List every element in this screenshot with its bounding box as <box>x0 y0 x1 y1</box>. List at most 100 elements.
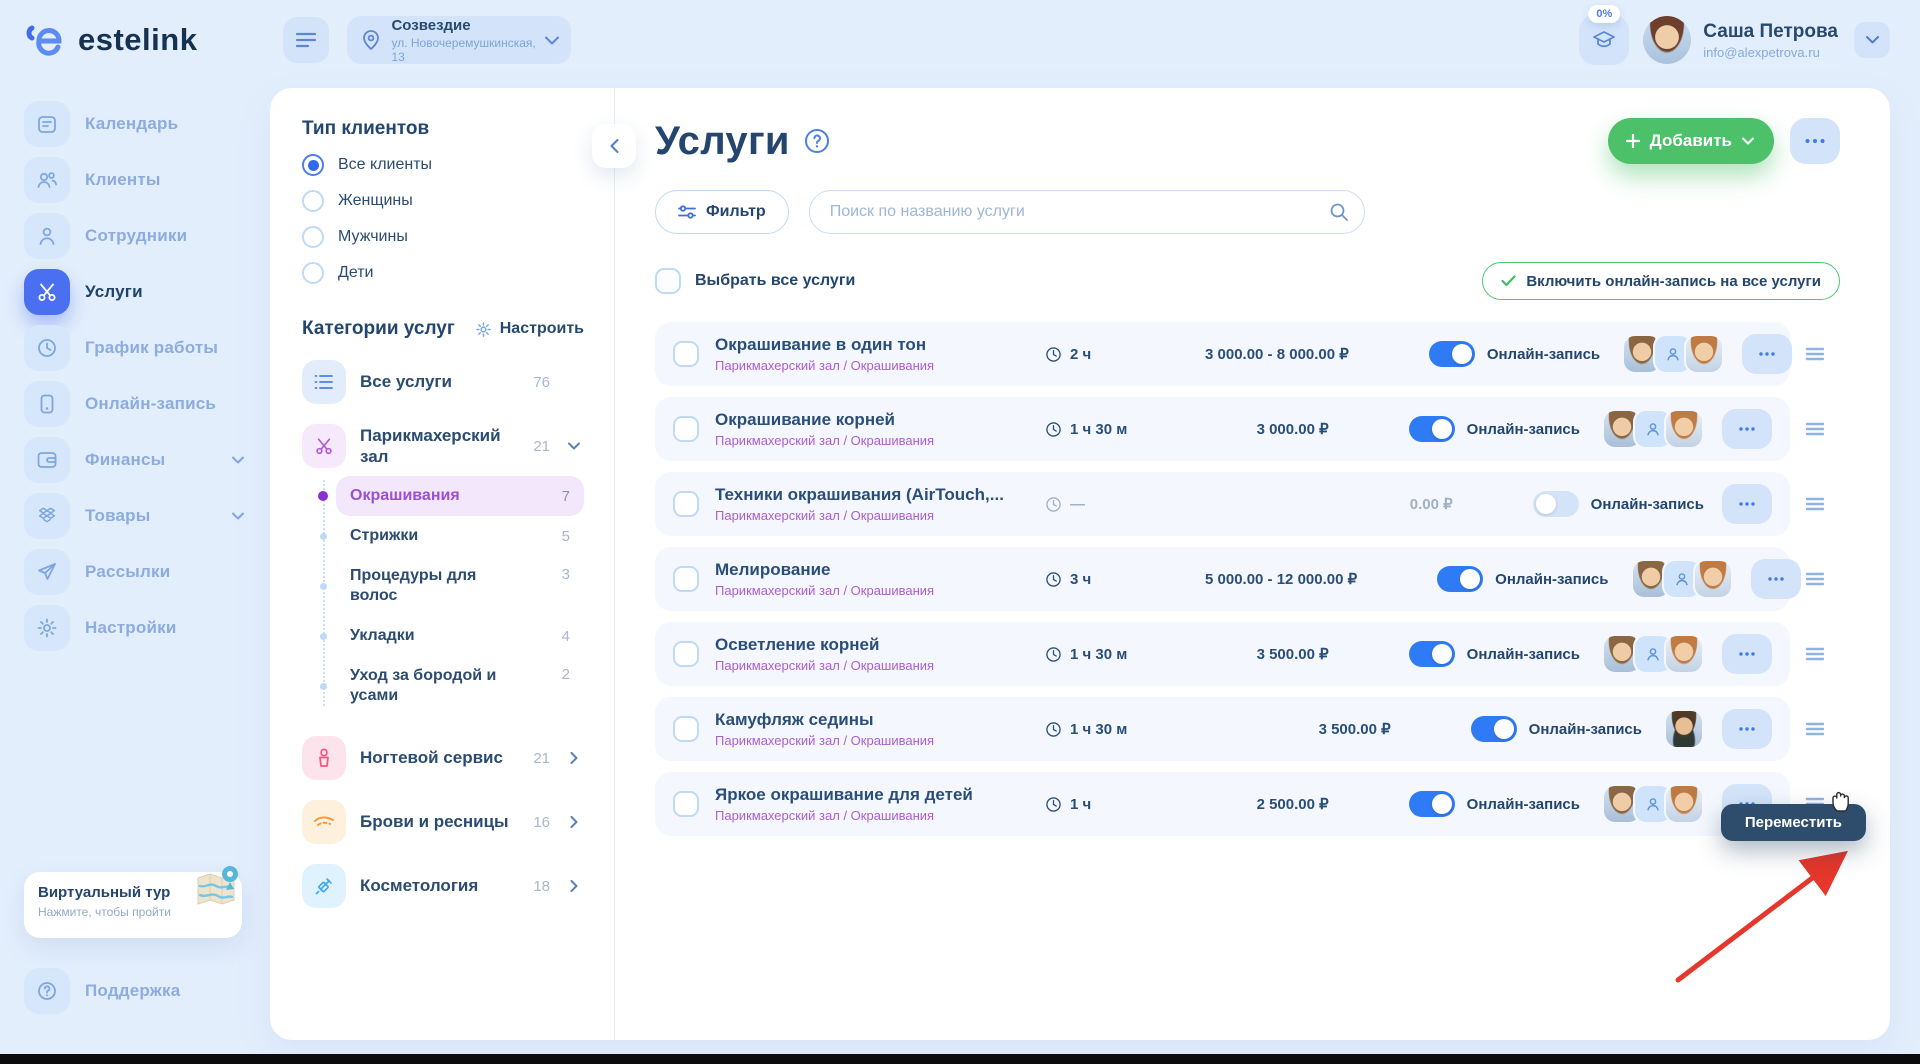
collapse-panel-button[interactable] <box>592 124 636 168</box>
sidebar-item-schedule[interactable]: График работы <box>24 324 270 372</box>
menu-toggle-button[interactable] <box>283 17 330 63</box>
categories-title: Категории услуг <box>302 318 455 339</box>
topbar: estelink Созвездие ул. Новочеремушкинска… <box>0 0 1920 88</box>
online-booking-toggle[interactable] <box>1437 566 1484 592</box>
configure-categories-button[interactable]: Настроить <box>475 320 584 338</box>
sidebar-item-calendar[interactable]: Календарь <box>24 100 270 148</box>
sidebar-item-finance[interactable]: Финансы <box>24 436 270 484</box>
drag-handle[interactable] <box>1790 422 1840 436</box>
service-duration: 1 ч 30 м <box>1070 720 1128 738</box>
main-card: Тип клиентов Все клиенты Женщины Мужчины… <box>270 88 1890 1040</box>
scissors-icon <box>24 269 70 315</box>
row-more-actions-button[interactable] <box>1722 634 1772 674</box>
search-icon[interactable] <box>1329 202 1349 222</box>
category-nails[interactable]: Ногтевой сервис 21 <box>302 736 584 780</box>
row-checkbox[interactable] <box>673 416 699 442</box>
service-row: Окрашивание в один тон Парикмахерский зал… <box>655 322 1840 386</box>
service-category: Парикмахерский зал / Окрашивания <box>715 808 935 823</box>
service-masters <box>1664 709 1704 749</box>
drag-handle[interactable] <box>1790 722 1840 736</box>
drag-handle[interactable] <box>1790 647 1840 661</box>
help-icon[interactable] <box>804 128 830 154</box>
sidebar-item-goods[interactable]: Товары <box>24 492 270 540</box>
master-avatar <box>1664 784 1704 824</box>
filter-button[interactable]: Фильтр <box>655 190 789 234</box>
scissors-icon <box>302 424 346 468</box>
radio-children[interactable]: Дети <box>302 262 584 284</box>
online-booking-toggle[interactable] <box>1532 491 1579 517</box>
subcategory-coloring[interactable]: Окрашивания 7 <box>318 476 584 516</box>
row-more-actions-button[interactable] <box>1750 559 1801 599</box>
service-price: 0.00 ₽ <box>1409 496 1453 513</box>
location-selector[interactable]: Созвездие ул. Новочеремушкинская, 13 <box>347 16 572 64</box>
row-checkbox[interactable] <box>673 491 699 517</box>
master-avatar <box>1664 709 1704 749</box>
online-booking-toggle[interactable] <box>1408 641 1455 667</box>
online-booking-label: Онлайн-запись <box>1466 420 1580 438</box>
category-brows-lashes[interactable]: Брови и ресницы 16 <box>302 800 584 844</box>
sidebar-item-employees[interactable]: Сотрудники <box>24 212 270 260</box>
chevron-down-icon <box>564 442 584 450</box>
sidebar-item-label: Финансы <box>85 450 166 469</box>
support-label: Поддержка <box>85 981 181 1000</box>
training-button[interactable] <box>1579 15 1630 65</box>
category-hairdressing[interactable]: Парикмахерский зал 21 <box>302 424 584 468</box>
category-all-services[interactable]: Все услуги 76 <box>302 360 584 404</box>
enable-online-booking-all-button[interactable]: Включить онлайн-запись на все услуги <box>1482 262 1840 300</box>
clock-icon <box>1046 421 1061 437</box>
service-price: 3 500.00 ₽ <box>1256 646 1329 663</box>
radio-men[interactable]: Мужчины <box>302 226 584 248</box>
bullet-icon <box>320 532 327 540</box>
select-all-checkbox[interactable] <box>655 268 681 294</box>
subcategory-haircuts[interactable]: Стрижки 5 <box>320 516 584 556</box>
row-checkbox[interactable] <box>673 641 699 667</box>
sidebar-item-online-booking[interactable]: Онлайн-запись <box>24 380 270 428</box>
nail-polish-icon <box>302 736 346 780</box>
page-more-actions-button[interactable] <box>1790 118 1840 164</box>
drag-handle[interactable] <box>1790 497 1840 511</box>
online-booking-toggle[interactable] <box>1408 791 1455 817</box>
subcategory-beard-care[interactable]: Уход за бородой и усами 2 <box>320 656 584 716</box>
row-more-actions-button[interactable] <box>1722 409 1772 449</box>
online-booking-toggle[interactable] <box>1470 716 1517 742</box>
brand-name: estelink <box>78 22 198 57</box>
radio-women[interactable]: Женщины <box>302 190 584 212</box>
online-booking-toggle[interactable] <box>1428 341 1475 367</box>
search <box>808 190 1365 234</box>
sidebar-item-label: Сотрудники <box>85 226 188 245</box>
row-more-actions-button[interactable] <box>1742 334 1793 374</box>
row-checkbox[interactable] <box>673 566 699 592</box>
sidebar-item-settings[interactable]: Настройки <box>24 604 270 652</box>
row-checkbox[interactable] <box>673 791 699 817</box>
drag-handle[interactable] <box>1790 347 1840 361</box>
radio-icon <box>302 262 324 284</box>
support-link[interactable]: Поддержка <box>24 968 270 1014</box>
row-checkbox[interactable] <box>673 716 699 742</box>
training-progress-badge: 0% <box>1588 5 1621 23</box>
bullet-icon <box>318 491 328 501</box>
online-booking-label: Онлайн-запись <box>1466 795 1580 813</box>
subcategory-styling[interactable]: Укладки 4 <box>320 616 584 656</box>
location-name: Созвездие <box>391 16 471 34</box>
service-row: Окрашивание корней Парикмахерский зал / О… <box>655 397 1840 461</box>
user-menu-chevron-button[interactable] <box>1854 22 1890 58</box>
category-cosmetology[interactable]: Косметология 18 <box>302 864 584 908</box>
master-avatar <box>1664 634 1704 674</box>
sidebar-item-mailings[interactable]: Рассылки <box>24 548 270 596</box>
add-service-button[interactable]: Добавить <box>1607 118 1774 164</box>
subcategory-hair-treatments[interactable]: Процедуры для волос 3 <box>320 556 584 616</box>
online-booking-toggle[interactable] <box>1408 416 1455 442</box>
sidebar-item-clients[interactable]: Клиенты <box>24 156 270 204</box>
row-more-actions-button[interactable] <box>1722 484 1772 524</box>
user-menu[interactable]: Саша Петрова info@alexpetrova.ru <box>1643 16 1838 64</box>
radio-all-clients[interactable]: Все клиенты <box>302 154 584 176</box>
sidebar-item-services[interactable]: Услуги <box>24 268 270 316</box>
search-input[interactable] <box>808 190 1365 234</box>
row-checkbox[interactable] <box>673 341 699 367</box>
clock-icon <box>1046 721 1061 737</box>
ellipsis-icon <box>1805 139 1825 143</box>
row-more-actions-button[interactable] <box>1722 709 1772 749</box>
drag-handle[interactable] <box>1790 572 1840 586</box>
virtual-tour-card[interactable]: Виртуальный тур Нажмите, чтобы пройти <box>24 866 242 938</box>
filter-panel: Тип клиентов Все клиенты Женщины Мужчины… <box>270 88 636 1040</box>
